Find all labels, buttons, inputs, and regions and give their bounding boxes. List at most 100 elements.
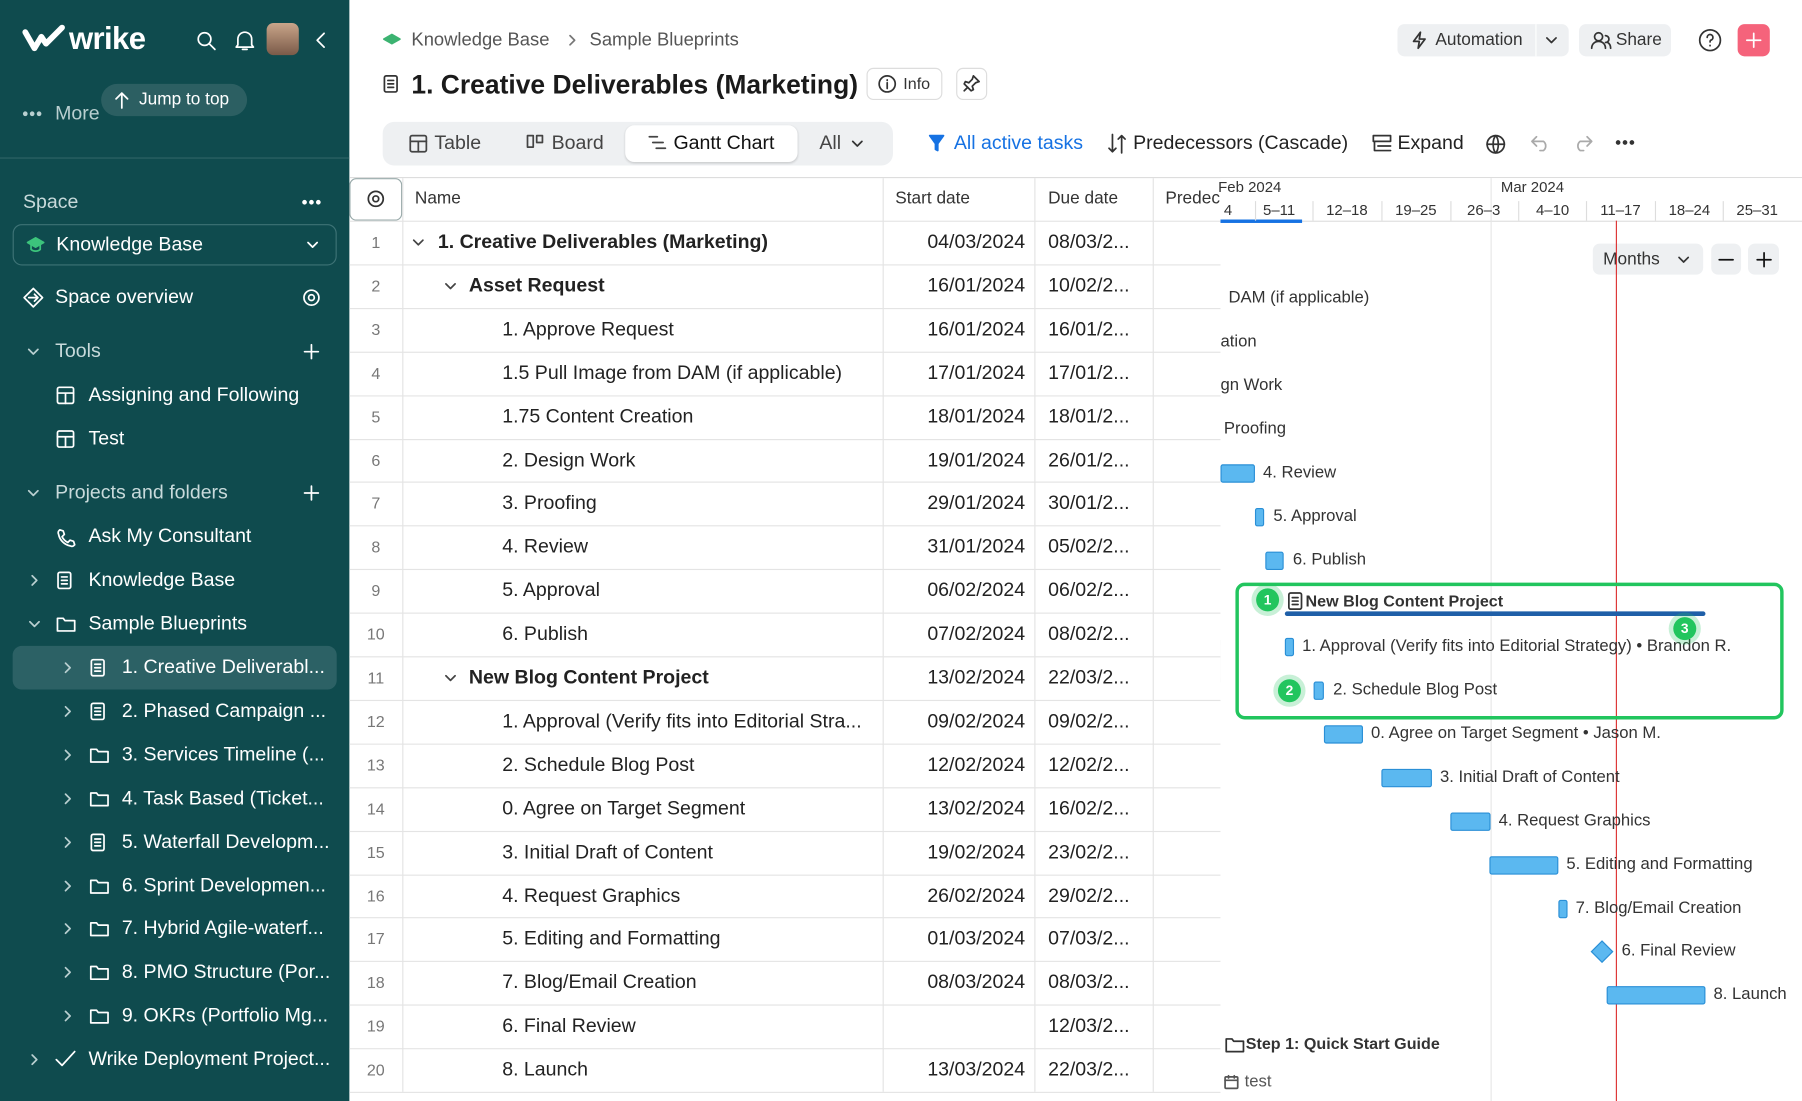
gantt-label[interactable]: 7. Blog/Email Creation xyxy=(1575,899,1742,918)
task-name[interactable]: 4. Review xyxy=(502,535,588,558)
view-tab[interactable]: Table xyxy=(434,131,482,154)
start-date[interactable]: 17/01/2024 xyxy=(927,361,1026,384)
gantt-label[interactable]: ation xyxy=(1220,332,1257,351)
view-tab[interactable]: All xyxy=(819,131,842,154)
button-label[interactable]: Automation xyxy=(1435,29,1523,50)
nav-item[interactable]: 4. Task Based (Ticket... xyxy=(121,786,324,809)
nav-item[interactable]: 3. Services Timeline (... xyxy=(121,743,325,765)
nav-item[interactable]: 9. OKRs (Portfolio Mg... xyxy=(121,1004,329,1027)
share-button[interactable] xyxy=(1579,24,1671,57)
button-label[interactable]: Share xyxy=(1615,29,1662,50)
due-date[interactable]: 12/02/2... xyxy=(1048,753,1130,776)
nav-item[interactable]: Test xyxy=(88,427,125,450)
gantt-bar[interactable] xyxy=(1220,464,1255,483)
due-date[interactable]: 08/02/2... xyxy=(1048,622,1130,645)
jump-label[interactable]: Jump to top xyxy=(139,89,230,110)
undo-icon[interactable] xyxy=(1531,135,1551,152)
gantt-label[interactable]: gn Work xyxy=(1220,376,1283,395)
settings-cell[interactable] xyxy=(349,178,403,221)
start-date[interactable]: 26/02/2024 xyxy=(927,884,1026,906)
due-date[interactable]: 16/02/2... xyxy=(1048,797,1130,819)
start-date[interactable]: 09/02/2024 xyxy=(927,709,1026,732)
gantt-bar[interactable] xyxy=(1323,725,1363,744)
task-name[interactable]: 1.75 Content Creation xyxy=(502,405,694,427)
gantt-label[interactable]: New Blog Content Project xyxy=(1305,591,1504,610)
start-date[interactable]: 19/02/2024 xyxy=(927,840,1026,863)
row-chevron[interactable] xyxy=(444,279,458,293)
task-name[interactable]: 0. Agree on Target Segment xyxy=(502,797,746,819)
nav-item[interactable]: Knowledge Base xyxy=(88,568,236,591)
gantt-bar[interactable] xyxy=(1313,681,1324,700)
nav-item[interactable]: 2. Phased Campaign ... xyxy=(121,699,327,722)
view-tab[interactable]: Board xyxy=(551,131,604,154)
task-name[interactable]: 3. Initial Draft of Content xyxy=(502,840,713,863)
toolbar-button[interactable]: Expand xyxy=(1397,131,1464,154)
collapse-icon[interactable] xyxy=(313,31,329,49)
breadcrumb[interactable]: Sample Blueprints xyxy=(589,30,739,50)
task-name[interactable]: 7. Blog/Email Creation xyxy=(502,971,697,994)
due-date[interactable]: 17/01/2... xyxy=(1048,361,1130,384)
task-name[interactable]: 3. Proofing xyxy=(502,492,597,514)
due-date[interactable]: 22/03/2... xyxy=(1048,666,1130,689)
due-date[interactable]: 12/03/2... xyxy=(1048,1014,1130,1037)
button-label[interactable]: Info xyxy=(903,74,931,93)
automation-button[interactable] xyxy=(1397,24,1569,57)
start-date[interactable]: 13/02/2024 xyxy=(927,797,1026,819)
task-name[interactable]: 1. Approval (Verify fits into Editorial … xyxy=(502,709,862,732)
due-date[interactable]: 08/03/2... xyxy=(1048,971,1130,994)
task-name[interactable]: 1. Approve Request xyxy=(502,317,674,340)
space-select[interactable] xyxy=(12,224,337,266)
nav-item[interactable]: Sample Blueprints xyxy=(88,612,248,635)
task-name[interactable]: New Blog Content Project xyxy=(468,666,709,689)
gantt-label[interactable]: 6. Publish xyxy=(1292,550,1367,570)
bell-icon[interactable] xyxy=(234,30,255,52)
filter-button[interactable]: All active tasks xyxy=(953,131,1084,154)
jump-button[interactable] xyxy=(101,83,248,117)
zoom-label[interactable]: Months xyxy=(1603,249,1660,269)
gantt-label[interactable]: 4. Review xyxy=(1263,463,1337,482)
column-header[interactable]: Start date xyxy=(895,188,971,209)
due-date[interactable]: 26/01/2... xyxy=(1048,448,1130,471)
task-name[interactable]: 6. Final Review xyxy=(502,1014,636,1037)
start-date[interactable]: 04/03/2024 xyxy=(927,230,1026,253)
gantt-label[interactable]: 5. Approval xyxy=(1273,507,1357,526)
gantt-label[interactable]: DAM (if applicable) xyxy=(1228,288,1370,308)
gantt-label[interactable]: 6. Final Review xyxy=(1621,941,1736,960)
tools-add[interactable] xyxy=(303,343,320,360)
nav-item[interactable]: 1. Creative Deliverabl... xyxy=(121,656,325,678)
gantt-bar[interactable] xyxy=(1606,986,1706,1005)
gantt-label[interactable]: 0. Agree on Target Segment • Jason M. xyxy=(1371,724,1661,743)
due-date[interactable]: 22/03/2... xyxy=(1048,1058,1130,1081)
start-date[interactable]: 29/01/2024 xyxy=(927,492,1026,514)
task-name[interactable]: Asset Request xyxy=(468,274,605,297)
task-name[interactable]: 1.5 Pull Image from DAM (if applicable) xyxy=(502,361,843,384)
due-date[interactable]: 18/01/2... xyxy=(1048,405,1130,427)
start-date[interactable]: 08/03/2024 xyxy=(927,971,1026,994)
settings-icon[interactable] xyxy=(301,287,322,308)
gantt-label[interactable]: Proofing xyxy=(1223,419,1287,439)
nav-item[interactable]: Ask My Consultant xyxy=(88,524,252,547)
gantt-bar[interactable] xyxy=(1254,507,1265,527)
start-date[interactable]: 19/01/2024 xyxy=(927,448,1026,471)
row-chevron[interactable] xyxy=(411,236,425,250)
info-button[interactable] xyxy=(866,67,943,100)
task-name[interactable]: 8. Launch xyxy=(502,1058,589,1081)
start-date[interactable]: 01/03/2024 xyxy=(927,927,1026,950)
nav-item[interactable]: 7. Hybrid Agile-waterf... xyxy=(121,917,324,940)
gantt-bar[interactable] xyxy=(1265,551,1284,571)
start-date[interactable]: 31/01/2024 xyxy=(927,535,1026,558)
help-icon[interactable] xyxy=(1698,29,1722,52)
due-date[interactable]: 10/02/2... xyxy=(1048,274,1130,297)
due-date[interactable]: 08/03/2... xyxy=(1048,230,1130,253)
start-date[interactable]: 18/01/2024 xyxy=(927,405,1026,427)
nav-item[interactable]: Assigning and Following xyxy=(88,383,300,406)
nav-item[interactable]: 6. Sprint Developmen... xyxy=(121,873,326,896)
avatar[interactable] xyxy=(266,22,299,56)
view-tab[interactable]: Gantt Chart xyxy=(673,131,775,154)
nav-item[interactable]: 5. Waterfall Developm... xyxy=(121,830,330,853)
search-icon[interactable] xyxy=(197,31,218,52)
start-date[interactable]: 06/02/2024 xyxy=(927,579,1026,602)
space-dots[interactable] xyxy=(302,199,321,206)
projects-add[interactable] xyxy=(303,485,320,501)
column-header[interactable]: Name xyxy=(414,188,461,209)
